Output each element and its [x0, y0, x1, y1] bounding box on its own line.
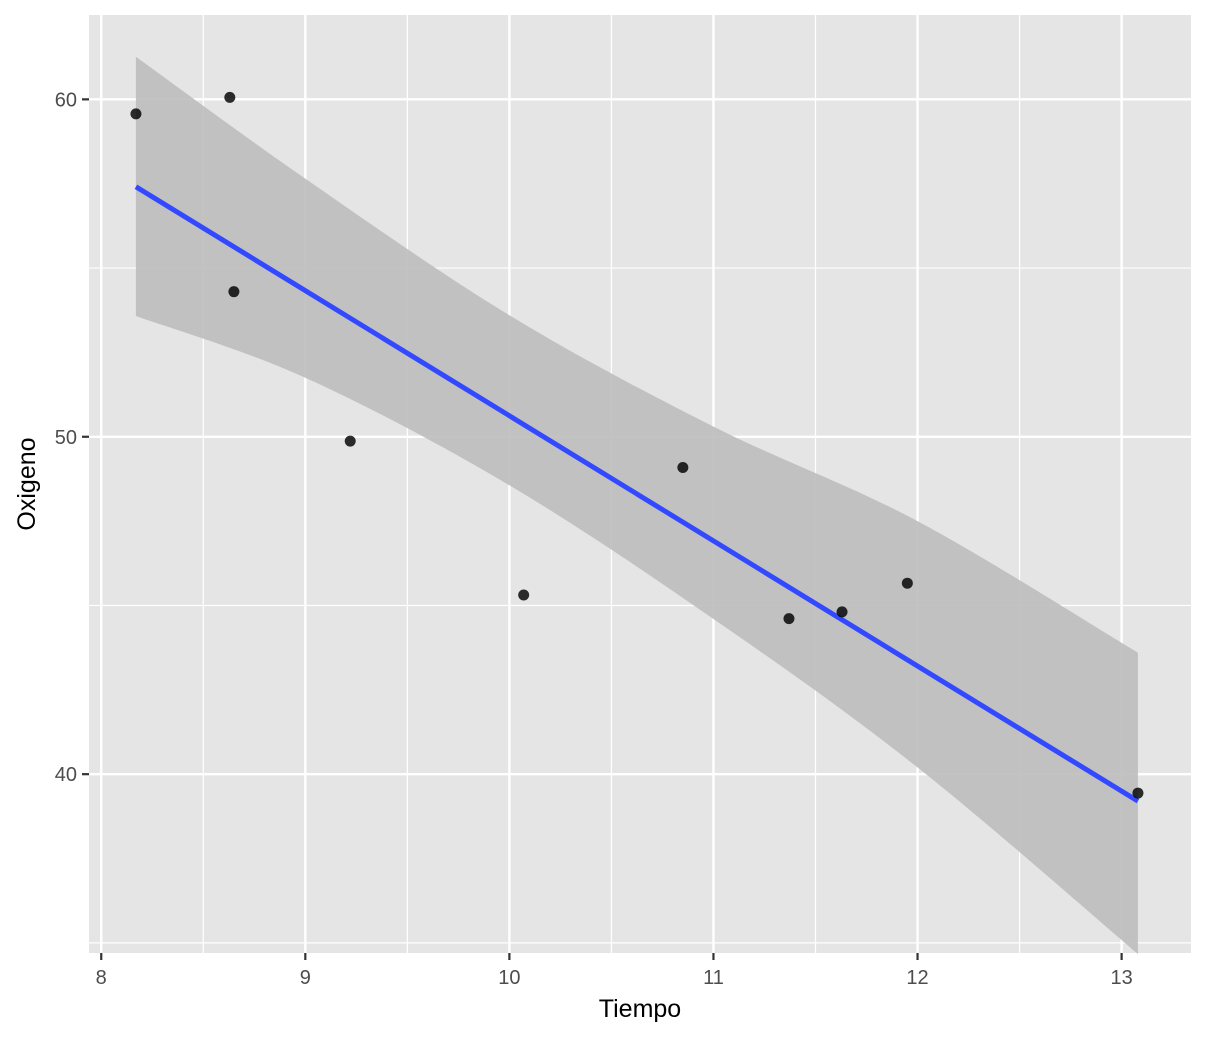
- confidence-band: [135, 56, 1138, 955]
- x-tick-label: 8: [96, 967, 107, 989]
- data-point: [677, 461, 689, 473]
- regression-line: [134, 184, 1140, 804]
- x-tick-label: 9: [300, 967, 311, 989]
- axis-ticks: 8 9 10 11 12 13 40 50 60: [55, 89, 1133, 989]
- x-tick-label: 12: [906, 967, 928, 989]
- data-point: [901, 577, 913, 589]
- y-tick-label: 40: [55, 764, 77, 786]
- data-point: [783, 613, 795, 625]
- data-point: [224, 91, 236, 103]
- data-point: [130, 108, 142, 120]
- data-point: [518, 589, 530, 601]
- data-point: [344, 435, 356, 447]
- y-tick-label: 50: [55, 427, 77, 449]
- x-tick-label: 11: [703, 967, 724, 989]
- data-point: [228, 286, 240, 298]
- y-tick-label: 60: [55, 89, 77, 111]
- data-point: [836, 606, 848, 618]
- y-axis-title: Oxigeno: [13, 437, 41, 530]
- data-points: [130, 91, 1144, 799]
- x-axis-title: Tiempo: [599, 995, 681, 1023]
- data-point: [1132, 787, 1144, 799]
- x-tick-label: 13: [1110, 967, 1132, 989]
- x-tick-label: 10: [498, 967, 520, 989]
